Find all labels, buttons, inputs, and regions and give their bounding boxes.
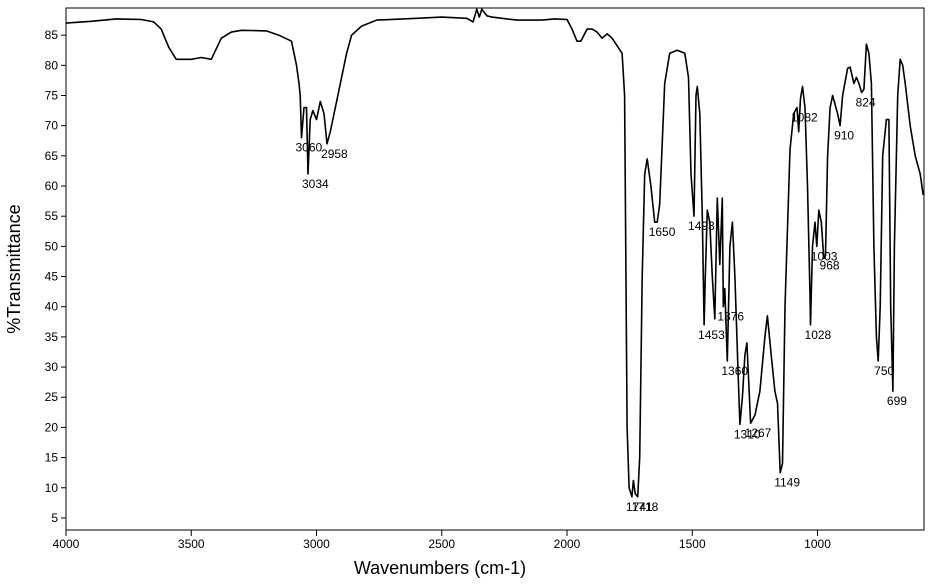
- peak-label: 1267: [745, 426, 772, 440]
- y-tick-label: 85: [45, 28, 59, 42]
- peak-label: 3034: [302, 177, 329, 191]
- y-tick-label: 75: [45, 89, 59, 103]
- peak-label: 1028: [805, 328, 832, 342]
- y-tick-label: 25: [45, 390, 59, 404]
- peak-label: 1310: [734, 427, 761, 441]
- peak-label: 1003: [811, 249, 838, 263]
- peak-label: 968: [820, 258, 840, 272]
- y-tick-label: 15: [45, 451, 59, 465]
- x-tick-label: 3500: [178, 537, 205, 551]
- x-tick-label: 1500: [679, 537, 706, 551]
- peak-label: 1493: [688, 219, 715, 233]
- peak-label: 1718: [632, 500, 659, 514]
- y-tick-label: 30: [45, 360, 59, 374]
- peak-label: 1149: [774, 476, 800, 490]
- x-tick-label: 2000: [554, 537, 581, 551]
- spectrum-line: [65, 8, 924, 498]
- peak-label: 3060: [295, 141, 322, 155]
- peak-label: 824: [856, 95, 876, 109]
- peak-label: 910: [834, 129, 854, 143]
- y-tick-label: 80: [45, 58, 59, 72]
- peak-label: 1741: [626, 500, 653, 514]
- x-tick-label: 3000: [303, 537, 330, 551]
- peak-label: 699: [887, 394, 907, 408]
- x-tick-label: 1000: [804, 537, 831, 551]
- y-tick-label: 45: [45, 270, 59, 284]
- x-tick-label: 2500: [428, 537, 455, 551]
- peak-label: 2958: [321, 147, 348, 161]
- peak-label: 1360: [721, 364, 748, 378]
- peak-label: 750: [874, 364, 894, 378]
- plot-frame: [65, 7, 925, 531]
- y-tick-label: 55: [45, 209, 59, 223]
- y-tick-label: 70: [45, 119, 59, 133]
- y-tick-label: 35: [45, 330, 59, 344]
- peak-label: 1650: [649, 225, 676, 239]
- y-tick-label: 50: [45, 239, 59, 253]
- y-tick-label: 65: [45, 149, 59, 163]
- peak-label: 1453: [698, 328, 725, 342]
- y-tick-label: 60: [45, 179, 59, 193]
- y-tick-label: 20: [45, 420, 59, 434]
- y-tick-label: 40: [45, 300, 59, 314]
- x-tick-label: 4000: [53, 537, 80, 551]
- y-tick-label: 5: [51, 511, 58, 525]
- peak-label: 1376: [717, 310, 744, 324]
- peak-label: 1082: [791, 111, 818, 125]
- y-tick-label: 10: [45, 481, 59, 495]
- x-axis-label: Wavenumbers (cm-1): [354, 558, 526, 578]
- y-axis-label: %Transmittance: [4, 204, 24, 333]
